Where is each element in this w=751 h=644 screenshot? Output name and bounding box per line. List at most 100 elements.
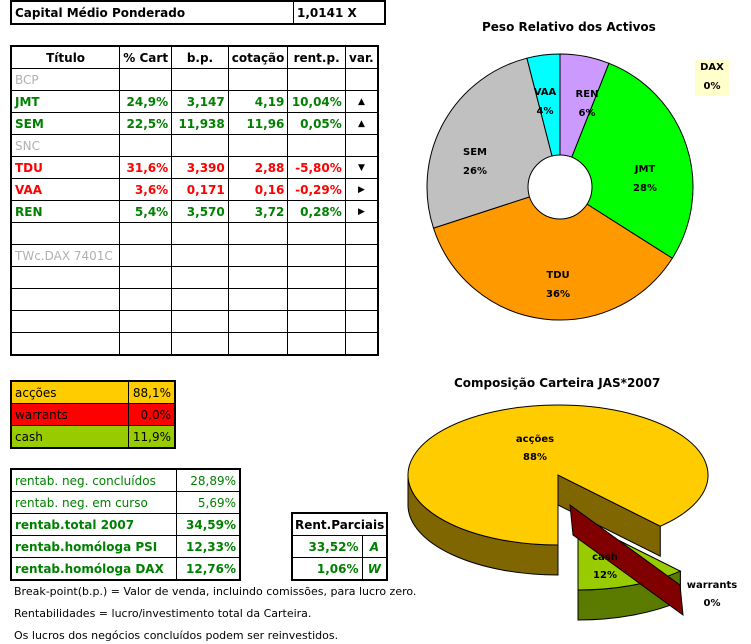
slice-label: warrants: [687, 580, 737, 591]
table-row: REN 5,4% 3,570 3,72 0,28% ▶: [10, 200, 379, 223]
cell-rent: [287, 266, 346, 289]
cell-rent: 0,28%: [287, 200, 346, 223]
cell-cot: [227, 310, 289, 333]
cell-rent: [287, 288, 346, 311]
allocation-label: acções: [10, 380, 129, 404]
slice-percent: 0%: [704, 598, 721, 609]
returns-row: rentab.total 2007 34,59%: [10, 513, 241, 536]
cell-cot: [227, 332, 289, 356]
slice-label: acções: [516, 434, 554, 445]
col-header: rent.p.: [287, 45, 346, 69]
cell-bp: [171, 222, 229, 245]
portfolio-table: Título% Cart b.p. cotação rent.p. var. BCP JM…: [10, 45, 379, 356]
col-header: Título: [10, 45, 121, 69]
cell-var: [344, 266, 379, 289]
cell-bp: 11,938: [171, 112, 229, 135]
cell-cart: [119, 310, 173, 333]
cell-cart: [119, 288, 173, 311]
cell-cart: [119, 222, 173, 245]
returns-label: rentab. neg. concluídos: [10, 468, 177, 492]
returns-label: rentab.homóloga DAX: [10, 557, 177, 581]
partial-tag: A: [361, 535, 388, 558]
cell-cart: 5,4%: [119, 200, 173, 223]
cell-rent: 10,04%: [287, 90, 346, 113]
cell-cart: 22,5%: [119, 112, 173, 135]
cell-cart: [119, 266, 173, 289]
cell-titulo: SNC: [10, 134, 121, 157]
cell-cot: 3,72: [227, 200, 289, 223]
cell-var: [344, 244, 379, 267]
portfolio-composition-pie: acções 88% cash 12% warrants 0%: [407, 404, 737, 621]
arrow-right-icon: ▶: [344, 200, 379, 223]
note-breakpoint: Break-point(b.p.) = Valor de venda, incl…: [14, 585, 417, 598]
cell-bp: 3,390: [171, 156, 229, 179]
note-returns: Rentabilidades = lucro/investimento tota…: [14, 607, 312, 620]
arrow-up-icon: ▲: [344, 112, 379, 135]
cell-rent: [287, 310, 346, 333]
returns-value: 28,89%: [176, 468, 241, 492]
slice-label: JMT: [634, 164, 656, 175]
table-row: VAA 3,6% 0,171 0,16 -0,29% ▶: [10, 178, 379, 201]
cell-titulo: JMT: [10, 90, 121, 113]
table-row: [10, 332, 379, 356]
allocation-value: 0,0%: [128, 403, 176, 426]
slice-percent: 6%: [579, 108, 596, 119]
returns-value: 12,33%: [176, 535, 241, 558]
slice-JMT: [559, 62, 694, 259]
cell-titulo: [10, 222, 121, 245]
slice-TDU: [432, 186, 673, 321]
cell-bp: 0,171: [171, 178, 229, 201]
table-row: SEM 22,5% 11,938 11,96 0,05% ▲: [10, 112, 379, 135]
cell-rent: [287, 332, 346, 356]
cell-bp: 3,147: [171, 90, 229, 113]
cell-var: [344, 310, 379, 333]
allocation-value: 88,1%: [128, 380, 176, 404]
cell-bp: [171, 332, 229, 356]
slice-label: REN: [576, 89, 599, 100]
partial-row: 1,06% W: [291, 557, 388, 581]
slice-percent: 26%: [463, 166, 487, 177]
col-header: var.: [344, 45, 379, 69]
cell-cot: 11,96: [227, 112, 289, 135]
cell-titulo: [10, 310, 121, 333]
capital-value: 1,0141 X: [293, 0, 386, 25]
cell-titulo: SEM: [10, 112, 121, 135]
cell-var: [344, 288, 379, 311]
cell-rent: [287, 68, 346, 91]
cell-cot: [227, 68, 289, 91]
chart2-title: Composição Carteira JAS*2007: [454, 376, 661, 390]
partial-value: 1,06%: [291, 557, 363, 581]
cell-rent: [287, 222, 346, 245]
returns-label: rentab. neg. em curso: [10, 491, 177, 514]
returns-value: 34,59%: [176, 513, 241, 536]
cell-cot: 0,16: [227, 178, 289, 201]
allocation-row: cash 11,9%: [10, 425, 176, 449]
allocation-row: warrants 0,0%: [10, 403, 176, 426]
allocation-value: 11,9%: [128, 425, 176, 449]
returns-row: rentab.homóloga DAX 12,76%: [10, 557, 241, 581]
cell-bp: [171, 266, 229, 289]
returns-label: rentab.total 2007: [10, 513, 177, 536]
slice-SEM: [426, 57, 561, 229]
cell-bp: 3,570: [171, 200, 229, 223]
cell-rent: [287, 244, 346, 267]
returns-row: rentab. neg. concluídos 28,89%: [10, 468, 241, 492]
capital-box: Capital Médio Ponderado 1,0141 X: [10, 0, 386, 25]
cell-cart: [119, 68, 173, 91]
table-row: [10, 266, 379, 289]
cell-rent: -0,29%: [287, 178, 346, 201]
cell-cot: [227, 288, 289, 311]
arrow-down-icon: ▼: [344, 156, 379, 179]
capital-label: Capital Médio Ponderado: [10, 0, 294, 25]
slice-label: TDU: [546, 270, 569, 281]
cell-cart: [119, 134, 173, 157]
slice-percent: 36%: [546, 289, 570, 300]
cell-titulo: BCP: [10, 68, 121, 91]
col-header: cotação: [227, 45, 289, 69]
cell-titulo: TDU: [10, 156, 121, 179]
cell-cot: [227, 266, 289, 289]
col-header: b.p.: [171, 45, 229, 69]
dax-label-bg: [695, 60, 729, 96]
returns-table: rentab. neg. concluídos 28,89% rentab. neg…: [10, 468, 241, 581]
returns-row: rentab.homóloga PSI 12,33%: [10, 535, 241, 558]
